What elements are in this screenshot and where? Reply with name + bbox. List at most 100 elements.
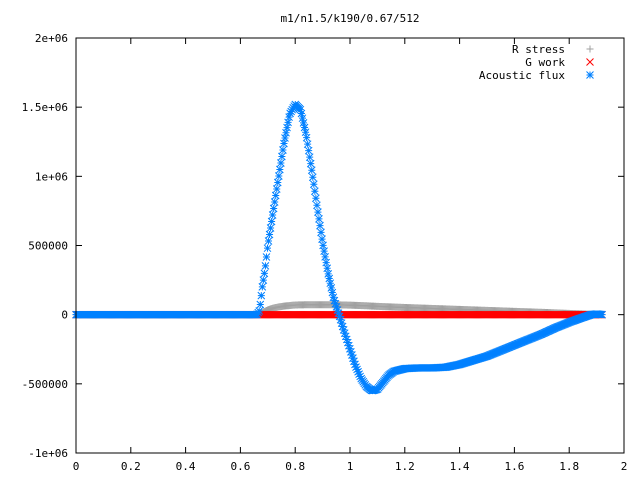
x-tick-label: 1 (347, 460, 354, 473)
data-point (337, 319, 346, 327)
data-point (324, 269, 333, 278)
data-point (315, 215, 323, 223)
data-point (329, 293, 338, 302)
data-point (258, 283, 267, 291)
data-point (345, 344, 354, 353)
legend-label: R stress (512, 43, 565, 56)
data-point (318, 235, 326, 243)
data-point (298, 114, 307, 123)
data-point (305, 153, 314, 162)
y-tick-label: 500000 (28, 240, 68, 253)
series-layer (72, 100, 606, 395)
legend-label: Acoustic flux (479, 69, 565, 82)
data-point (340, 329, 349, 338)
data-point (333, 306, 342, 314)
data-point (322, 258, 331, 267)
data-point (344, 341, 353, 350)
data-point (317, 228, 325, 237)
data-point (313, 201, 321, 210)
data-point (297, 109, 306, 118)
data-point (277, 159, 285, 167)
data-point (272, 185, 281, 193)
data-point (321, 252, 329, 261)
data-point (356, 372, 364, 381)
data-point (260, 269, 269, 278)
x-tick-label: 2 (621, 460, 628, 473)
y-tick-label: 0 (61, 309, 68, 322)
data-point (316, 221, 324, 230)
data-point (314, 208, 322, 216)
data-point (328, 288, 337, 297)
data-point (296, 105, 305, 114)
data-point (336, 315, 345, 324)
data-point (283, 123, 291, 132)
data-point (351, 360, 359, 369)
data-point (330, 296, 339, 305)
data-point (348, 351, 356, 359)
data-point (331, 299, 340, 308)
data-point (255, 307, 264, 315)
legend-label: G work (525, 56, 565, 69)
x-tick-label: 0.4 (176, 460, 196, 473)
data-point (343, 338, 352, 347)
x-tick-label: 1.4 (450, 460, 470, 473)
x-tick-label: 0.2 (121, 460, 141, 473)
data-point (269, 204, 278, 213)
data-point (278, 152, 286, 161)
data-point (287, 107, 296, 116)
data-point (326, 279, 335, 288)
data-point (306, 159, 315, 168)
data-point (338, 322, 347, 331)
data-point (307, 166, 316, 175)
data-point (281, 134, 289, 142)
data-point (264, 237, 273, 245)
legend-marker (586, 58, 594, 66)
x-tick-label: 0.8 (285, 460, 305, 473)
data-point (285, 113, 293, 122)
data-point (271, 191, 280, 200)
data-point (323, 264, 332, 273)
data-point (347, 348, 355, 356)
data-point (261, 261, 270, 270)
data-point (270, 198, 279, 206)
data-point (279, 146, 287, 154)
legend-marker (586, 45, 594, 53)
data-point (275, 165, 284, 174)
data-point (289, 104, 298, 112)
data-point (353, 365, 361, 374)
data-point (355, 370, 363, 378)
data-point (308, 173, 317, 182)
data-point (265, 230, 274, 239)
x-tick-label: 0 (73, 460, 80, 473)
data-point (327, 284, 336, 292)
data-point (300, 123, 309, 132)
x-axis: 0 0.2 0.4 0.6 0.8 1 1.2 1.4 1.6 1.8 2 (73, 38, 628, 473)
y-tick-label: -500000 (22, 378, 68, 391)
data-point (302, 133, 311, 142)
data-point (257, 291, 266, 300)
data-point (342, 335, 351, 344)
plot-frame (75, 37, 625, 454)
data-point (273, 178, 282, 187)
data-point (352, 363, 360, 371)
data-point (354, 367, 362, 376)
series-acoustic-flux (72, 100, 606, 395)
data-point (320, 247, 328, 255)
data-point (312, 194, 320, 203)
data-point (335, 312, 344, 321)
data-point (303, 140, 312, 149)
y-tick-label: 1.5e+06 (22, 101, 68, 114)
y-tick-label: -1e+06 (28, 447, 68, 460)
x-tick-label: 1.2 (395, 460, 415, 473)
x-tick-label: 1.6 (504, 460, 524, 473)
data-point (266, 224, 275, 232)
data-point (325, 274, 334, 283)
data-point (332, 303, 341, 311)
data-point (284, 118, 292, 127)
data-point (286, 109, 294, 118)
data-point (319, 241, 327, 250)
data-point (309, 180, 318, 189)
x-tick-label: 0.6 (230, 460, 250, 473)
